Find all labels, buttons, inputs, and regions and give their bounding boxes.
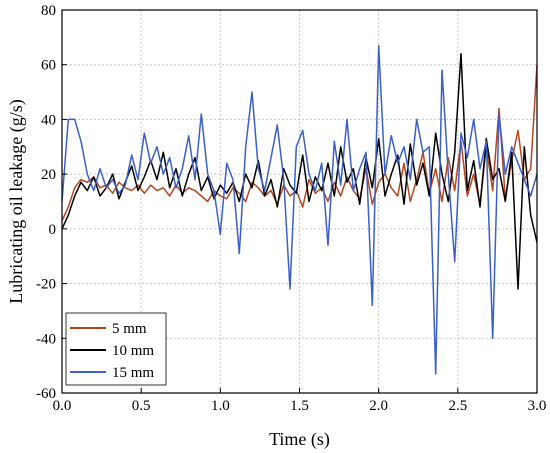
series-line-3 [61,44,538,375]
legend-label: 5 mm [112,321,147,337]
y-tick-label: -20 [36,277,56,293]
legend-label: 10 mm [112,343,154,359]
y-tick-label: -60 [36,386,56,402]
series-line-2 [61,53,538,290]
y-tick-label: 0 [49,222,57,238]
series-lines [61,44,538,375]
y-tick-label: -40 [36,331,56,347]
y-tick-label: 60 [41,58,56,74]
y-tick-label: 20 [41,167,56,183]
x-tick-label: 3.0 [528,398,547,414]
y-axis-label: Lubricating oil leakage (g/s) [6,99,27,303]
y-tick-label: 40 [41,112,56,128]
y-tick-label: 80 [41,3,56,19]
legend-label: 15 mm [112,365,154,381]
legend: 5 mm 10 mm 15 mm [65,312,167,386]
x-tick-label: 2.0 [369,398,388,414]
x-tick-label: 0.5 [132,398,151,414]
x-axis-label: Time (s) [269,429,330,450]
x-tick-label: 2.5 [448,398,467,414]
x-tick-label: 0.0 [53,398,72,414]
x-tick-label: 1.0 [211,398,230,414]
series-line-1 [61,64,538,222]
axis-ticks: 0.0 0.5 1.0 1.5 2.0 2.5 3.0 -60 -40 -20 0 20 40 60 80 [36,3,546,414]
x-tick-label: 1.5 [290,398,309,414]
